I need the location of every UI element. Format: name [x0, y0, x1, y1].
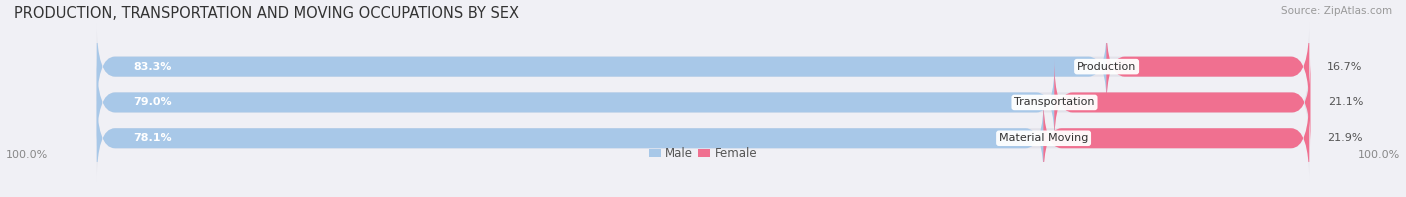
FancyBboxPatch shape: [1054, 59, 1310, 146]
Text: 78.1%: 78.1%: [134, 133, 172, 143]
Text: 79.0%: 79.0%: [134, 98, 172, 107]
Text: 100.0%: 100.0%: [6, 151, 48, 161]
Text: PRODUCTION, TRANSPORTATION AND MOVING OCCUPATIONS BY SEX: PRODUCTION, TRANSPORTATION AND MOVING OC…: [14, 6, 519, 21]
FancyBboxPatch shape: [97, 59, 1054, 146]
FancyBboxPatch shape: [97, 23, 1309, 110]
Text: Production: Production: [1077, 62, 1136, 72]
FancyBboxPatch shape: [1043, 95, 1309, 182]
FancyBboxPatch shape: [1107, 23, 1309, 110]
Text: 21.1%: 21.1%: [1329, 98, 1364, 107]
FancyBboxPatch shape: [97, 95, 1309, 182]
FancyBboxPatch shape: [97, 59, 1309, 146]
Text: Material Moving: Material Moving: [998, 133, 1088, 143]
Text: 16.7%: 16.7%: [1327, 62, 1362, 72]
Legend: Male, Female: Male, Female: [644, 143, 762, 165]
Text: 83.3%: 83.3%: [134, 62, 172, 72]
FancyBboxPatch shape: [97, 23, 1107, 110]
FancyBboxPatch shape: [97, 95, 1043, 182]
Text: 100.0%: 100.0%: [1358, 151, 1400, 161]
Text: Source: ZipAtlas.com: Source: ZipAtlas.com: [1281, 6, 1392, 16]
Text: Transportation: Transportation: [1014, 98, 1095, 107]
Text: 21.9%: 21.9%: [1327, 133, 1362, 143]
